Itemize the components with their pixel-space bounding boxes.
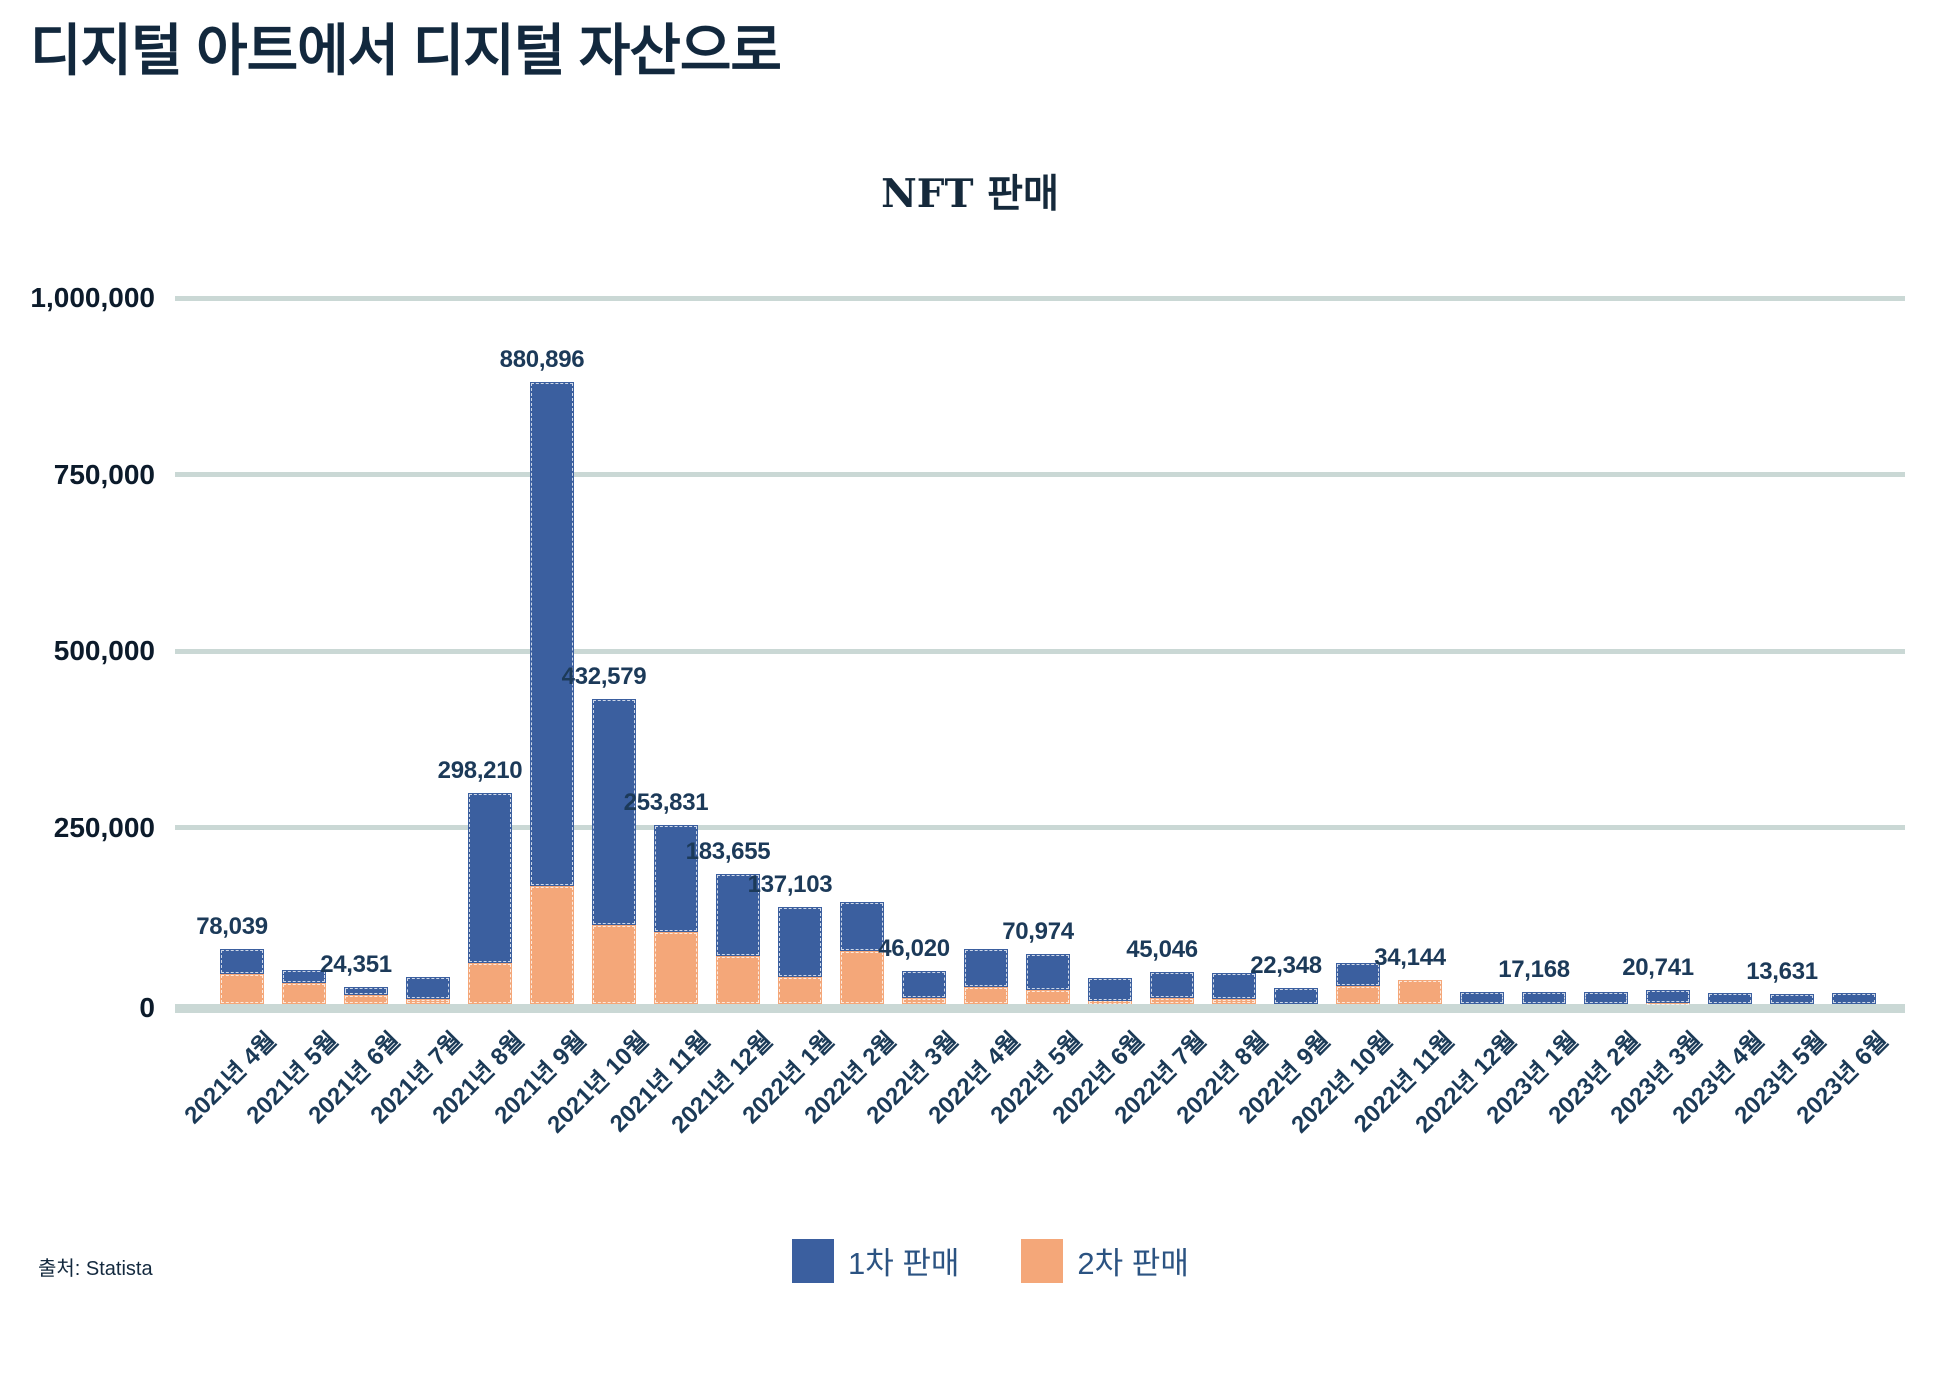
legend-item-primary-sales: 1차 판매 <box>792 1238 959 1283</box>
bar-total-label: 45,046 <box>1126 936 1198 963</box>
bar-segment-primary-sales <box>1584 992 1628 1004</box>
bar-segment-primary-sales <box>654 825 698 932</box>
bar-segment-secondary-sales <box>840 951 884 1004</box>
bar-total-label: 34,144 <box>1374 944 1446 971</box>
bar-segment-secondary-sales <box>468 963 512 1004</box>
bar-segment-secondary-sales <box>1212 999 1256 1004</box>
bar-total-label: 46,020 <box>878 935 950 962</box>
y-axis-tick-label: 750,000 <box>53 459 155 490</box>
bar-total-label: 22,348 <box>1250 952 1322 979</box>
gridline-500000 <box>175 649 1905 654</box>
y-axis-tick-label: 500,000 <box>53 635 155 666</box>
bar-total-label: 432,579 <box>561 663 647 690</box>
bar-total-label: 880,896 <box>499 346 585 373</box>
bar-segment-primary-sales <box>778 907 822 977</box>
bar-segment-primary-sales <box>1522 992 1566 1004</box>
bar-segment-primary-sales <box>840 902 884 951</box>
bar-total-label: 78,039 <box>196 913 268 940</box>
bar-segment-primary-sales <box>716 874 760 956</box>
y-axis-tick-label: 0 <box>139 992 155 1023</box>
bar-segment-primary-sales <box>530 382 574 886</box>
bar-segment-secondary-sales <box>592 925 636 1004</box>
bar-segment-primary-sales <box>1150 972 1194 998</box>
legend-label-primary-sales: 1차 판매 <box>848 1246 960 1281</box>
page-title: 디지털 아트에서 디지털 자산으로 <box>30 19 782 82</box>
bar-segment-primary-sales <box>1088 978 1132 1001</box>
bar-segment-secondary-sales <box>778 977 822 1004</box>
bar-segment-secondary-sales <box>716 956 760 1004</box>
bar-segment-primary-sales <box>592 699 636 925</box>
bar-segment-secondary-sales <box>964 987 1008 1004</box>
source-caption: 출처: Statista <box>38 1258 153 1280</box>
bar-segment-secondary-sales <box>1150 998 1194 1004</box>
bar-segment-secondary-sales <box>220 974 264 1004</box>
bar-total-label: 24,351 <box>320 951 392 978</box>
bar-segment-primary-sales <box>1708 993 1752 1004</box>
legend-label-secondary-sales: 2차 판매 <box>1077 1246 1189 1281</box>
bar-segment-secondary-sales <box>530 886 574 1004</box>
y-axis-tick-label: 1,000,000 <box>30 282 155 313</box>
bar-segment-primary-sales <box>220 949 264 974</box>
bar-segment-secondary-sales <box>1336 986 1380 1004</box>
bar-segment-primary-sales <box>964 949 1008 987</box>
bar-total-label: 13,631 <box>1746 958 1818 985</box>
bar-segment-primary-sales <box>1026 954 1070 990</box>
bar-segment-primary-sales <box>1212 973 1256 999</box>
chart-title: NFT 판매 <box>881 171 1059 217</box>
bar-total-label: 137,103 <box>747 871 833 898</box>
gridline-250000 <box>175 825 1905 830</box>
bar-segment-primary-sales <box>1460 992 1504 1004</box>
bar-segment-secondary-sales <box>406 999 450 1004</box>
bar-segment-primary-sales <box>1646 990 1690 1003</box>
bar-total-label: 17,168 <box>1498 956 1570 983</box>
bar-segment-secondary-sales <box>1646 1003 1690 1004</box>
gridline-1000000 <box>175 296 1905 301</box>
legend-swatch-secondary-sales <box>1021 1238 1064 1283</box>
bar-segment-secondary-sales <box>1026 990 1070 1004</box>
bar-segment-secondary-sales <box>1088 1001 1132 1004</box>
bar-segment-primary-sales <box>1832 993 1876 1004</box>
bar-segment-secondary-sales <box>654 932 698 1004</box>
bar-segment-secondary-sales <box>902 998 946 1004</box>
bar-segment-primary-sales <box>344 987 388 995</box>
bar-total-label: 298,210 <box>437 757 523 784</box>
bar-total-label: 183,655 <box>685 838 771 865</box>
bar-segment-primary-sales <box>468 793 512 963</box>
bar-segment-primary-sales <box>1770 994 1814 1004</box>
y-axis-tick-label: 250,000 <box>53 812 155 843</box>
bar-segment-primary-sales <box>902 971 946 998</box>
bar-total-label: 253,831 <box>623 789 709 816</box>
bar-segment-secondary-sales <box>282 983 326 1004</box>
bar-segment-secondary-sales <box>1398 980 1442 1004</box>
legend-swatch-primary-sales <box>792 1238 834 1283</box>
bar-segment-primary-sales <box>282 970 326 983</box>
bar-segment-primary-sales <box>1274 988 1318 1004</box>
bar-total-label: 20,741 <box>1622 954 1694 981</box>
bar-segment-primary-sales <box>406 977 450 999</box>
bar-segment-secondary-sales <box>344 995 388 1004</box>
bar-total-label: 70,974 <box>1002 918 1074 945</box>
gridline-750000 <box>175 472 1905 477</box>
legend-item-secondary-sales: 2차 판매 <box>1021 1238 1189 1283</box>
bar-segment-primary-sales <box>1336 963 1380 986</box>
legend: 1차 판매 2차 판매 <box>792 1238 1189 1283</box>
gridline-0 <box>175 1004 1905 1013</box>
